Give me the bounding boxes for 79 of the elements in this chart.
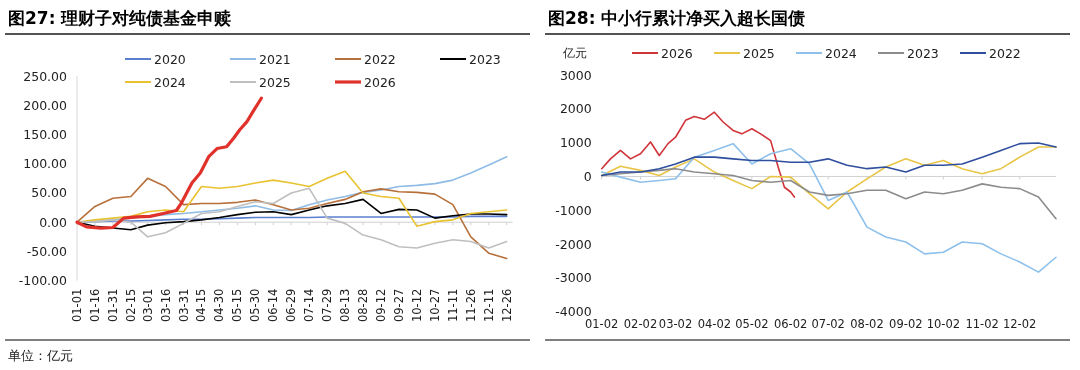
x-tick-label: 05-02	[735, 316, 769, 331]
legend-item: 2025	[229, 74, 291, 90]
x-tick-label: 03-31	[176, 288, 191, 323]
legend-item: 2021	[229, 51, 291, 67]
y-axis-title: 亿元	[562, 46, 587, 60]
legend-item: 2023	[877, 45, 939, 61]
y-tick-label: 100.00	[23, 156, 68, 172]
x-tick-label: 03-02	[658, 316, 693, 331]
x-tick-label: 04-15	[194, 288, 209, 323]
x-tick-label: 12-11	[481, 288, 496, 323]
chart-title: 图28: 中小行累计净买入超长国债	[548, 8, 806, 28]
x-tick-label: 12-26	[499, 288, 514, 323]
x-tick-label: 01-31	[105, 288, 120, 323]
x-tick-label: 06-02	[773, 316, 808, 331]
legend-item: 2024	[795, 45, 857, 61]
legend-label: 2026	[364, 74, 396, 90]
y-tick-label: 1000	[559, 135, 592, 151]
legend-label: 2024	[154, 74, 186, 90]
x-tick-label: 03-01	[140, 288, 155, 323]
legend-label: 2022	[364, 51, 396, 67]
legend-label: 2021	[259, 51, 291, 67]
y-tick-label: 200.00	[23, 97, 68, 113]
legend-item: 2022	[334, 51, 396, 67]
x-tick-label: 08-13	[338, 288, 353, 323]
text: 单位：亿元	[8, 348, 73, 363]
x-tick-label: 01-01	[70, 288, 84, 323]
x-tick-label: 02-15	[123, 288, 138, 323]
x-tick-label: 04-02	[697, 316, 732, 331]
y-tick-label: 0.00	[39, 214, 68, 230]
legend-label: 2020	[154, 51, 186, 67]
legend-label: 2024	[825, 45, 857, 61]
x-tick-label: 06-14	[266, 288, 281, 323]
legend-item: 2026	[335, 74, 396, 90]
x-tick-label: 11-11	[445, 288, 460, 323]
legend-label: 2026	[661, 45, 693, 61]
x-tick-label: 12-02	[1003, 316, 1037, 331]
y-tick-label: 0	[583, 168, 592, 184]
legend-item: 2024	[124, 74, 186, 90]
y-tick-label: -50.00	[26, 243, 68, 259]
y-tick-label: 3000	[559, 67, 592, 83]
y-tick-label: 250.00	[23, 68, 68, 84]
x-tick-label: 05-15	[230, 288, 245, 323]
y-tick-label: -100.00	[18, 273, 68, 289]
legend-label: 2023	[907, 45, 939, 61]
y-tick-label: -3000	[555, 270, 592, 286]
legend-label: 2025	[259, 74, 291, 90]
x-tick-label: 06-29	[284, 288, 299, 323]
x-tick-label: 08-02	[850, 316, 884, 331]
y-tick-label: 50.00	[31, 185, 68, 201]
legend-item: 2026	[631, 45, 693, 61]
x-tick-label: 08-28	[356, 288, 371, 323]
legend-label: 2025	[743, 45, 775, 61]
legend-item: 2020	[124, 51, 186, 67]
x-tick-label: 07-02	[811, 316, 845, 331]
x-tick-label: 10-12	[409, 288, 424, 323]
x-tick-label: 07-14	[302, 288, 317, 323]
x-tick-label: 09-12	[374, 288, 389, 323]
legend-item: 2023	[439, 51, 501, 67]
x-tick-label: 10-02	[926, 316, 961, 331]
legend-item: 2022	[959, 45, 1021, 61]
y-tick-label: -1000	[555, 202, 592, 218]
x-tick-label: 09-27	[391, 288, 406, 323]
x-tick-label: 11-26	[463, 288, 478, 323]
x-tick-label: 11-02	[965, 316, 999, 331]
x-tick-label: 07-29	[320, 288, 335, 323]
x-tick-label: 05-30	[248, 288, 263, 323]
legend-item: 2025	[713, 45, 775, 61]
legend-label: 2022	[989, 45, 1021, 61]
x-tick-label: 09-02	[889, 316, 923, 331]
chart-title: 图27: 理财子对纯债基金申赎	[8, 8, 232, 28]
x-tick-label: 03-16	[158, 288, 173, 323]
x-tick-label: 04-30	[212, 288, 227, 323]
y-tick-label: 2000	[559, 101, 592, 117]
y-tick-label: -2000	[555, 236, 592, 252]
y-tick-label: 150.00	[23, 126, 68, 142]
x-tick-label: 01-16	[87, 288, 102, 323]
x-tick-label: 10-27	[427, 288, 442, 323]
legend-label: 2023	[469, 51, 501, 67]
x-tick-label: 02-02	[623, 316, 658, 331]
